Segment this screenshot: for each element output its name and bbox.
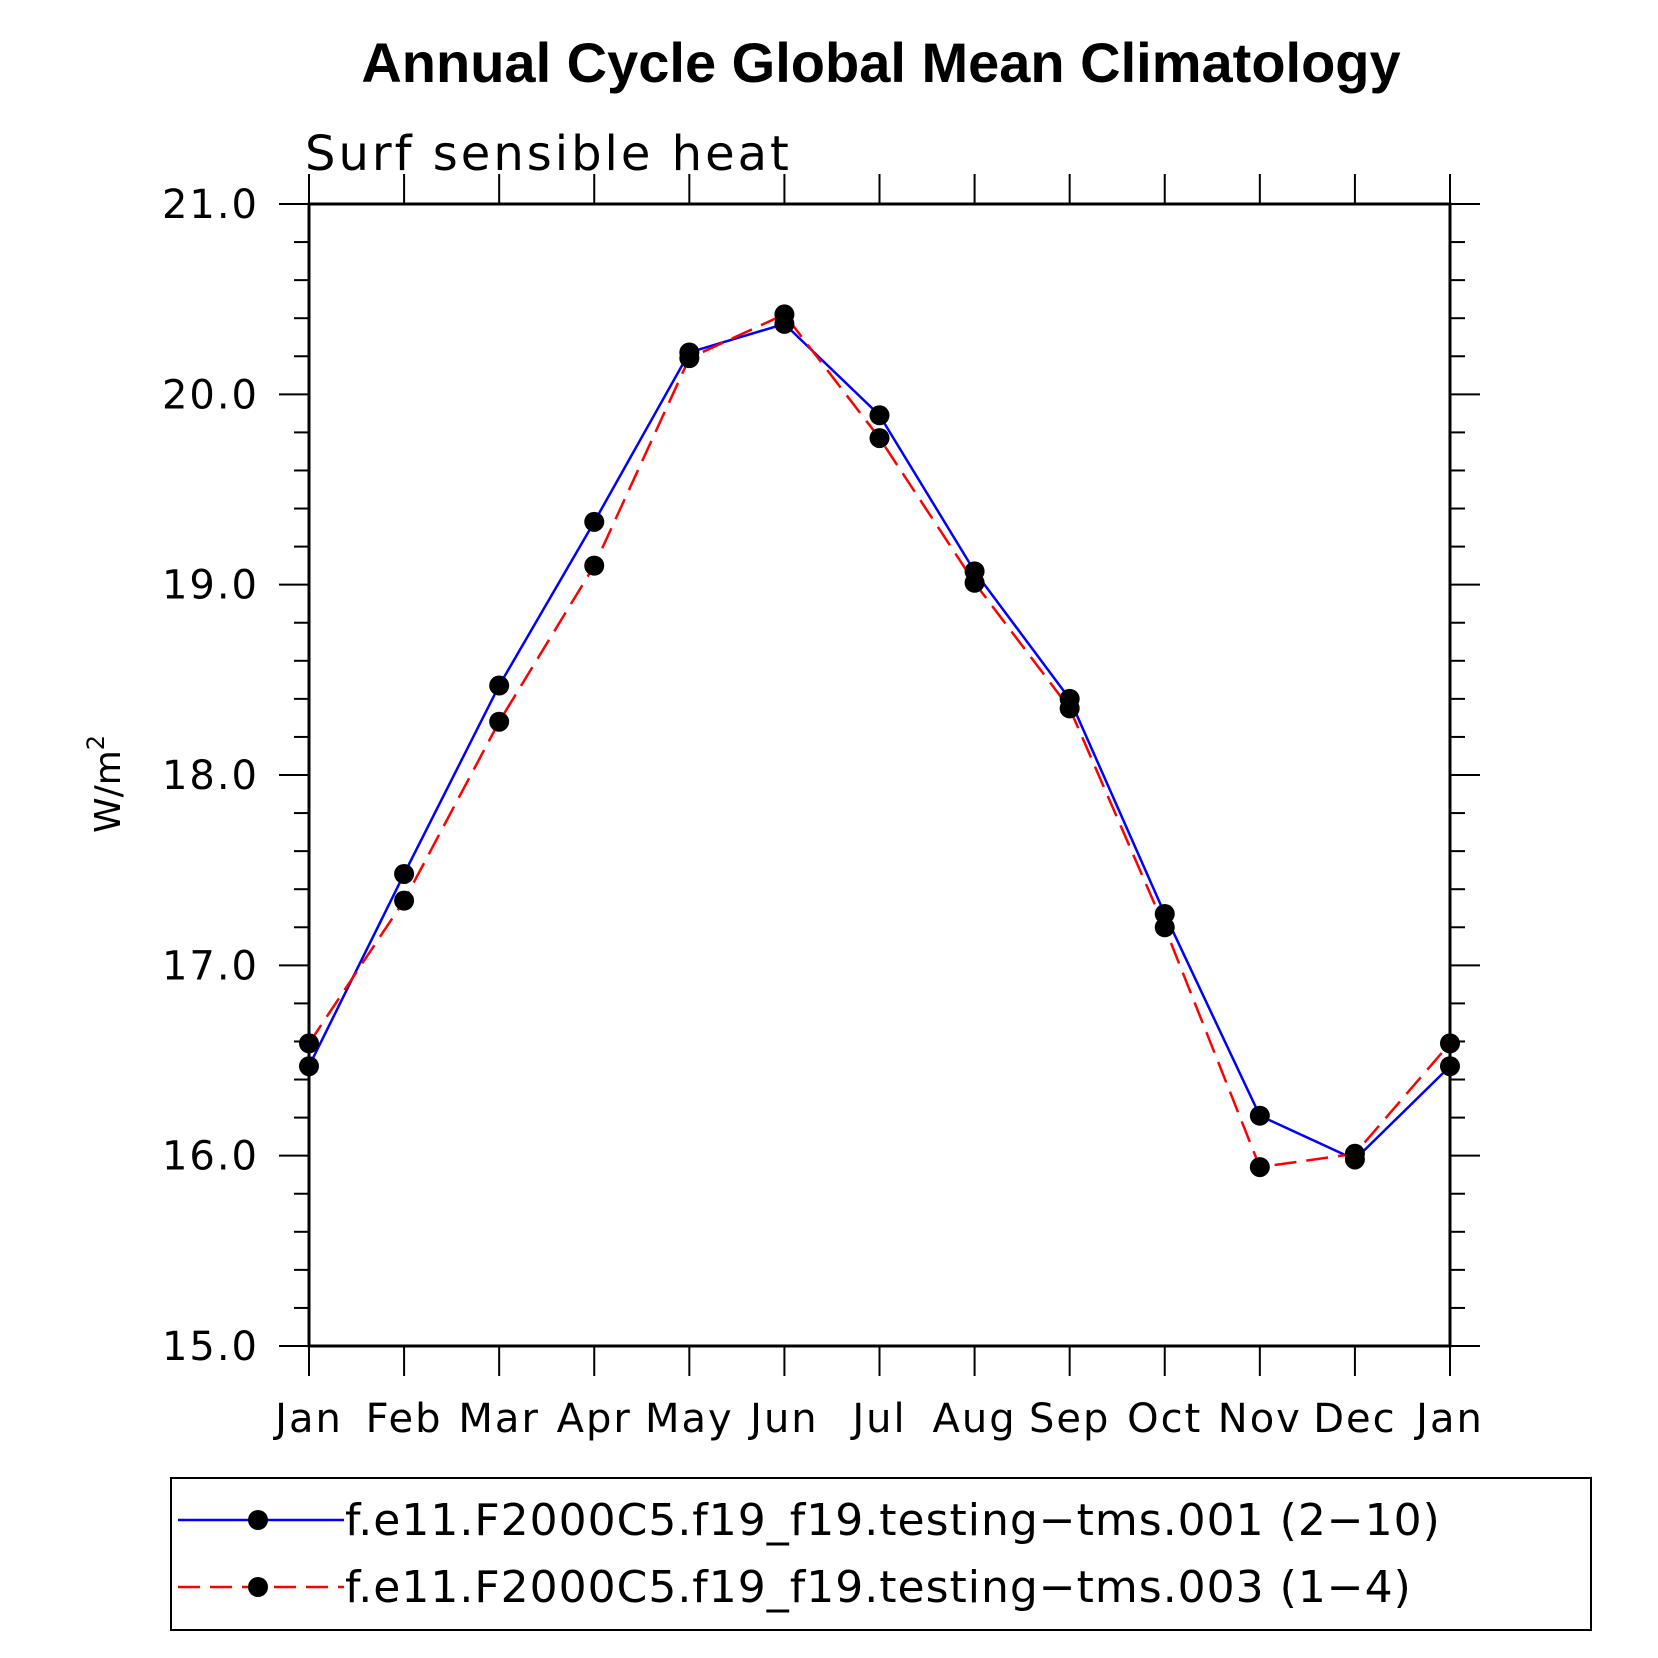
- x-tick-label: Oct: [1127, 1396, 1202, 1442]
- x-tick-label: Nov: [1218, 1396, 1302, 1442]
- series-1-point: [1249, 1105, 1270, 1126]
- series-2-point: [1154, 917, 1175, 938]
- legend-label-2: f.e11.F2000C5.f19_f19.testing−tms.003 (1…: [345, 1562, 1412, 1613]
- series-line-1: [307, 322, 1451, 1161]
- legend: f.e11.F2000C5.f19_f19.testing−tms.001 (2…: [178, 1495, 1441, 1613]
- x-tick-label: Aug: [933, 1396, 1017, 1442]
- series-1-point: [489, 675, 510, 696]
- legend-marker-1: [248, 1510, 268, 1530]
- x-tick-label: Mar: [458, 1396, 539, 1442]
- y-tick-label: 20.0: [162, 372, 259, 418]
- chart-title: Annual Cycle Global Mean Climatology: [361, 31, 1400, 94]
- y-tick-label: 17.0: [162, 943, 259, 989]
- legend-label-1: f.e11.F2000C5.f19_f19.testing−tms.001 (2…: [345, 1495, 1441, 1546]
- y-tick-label: 18.0: [162, 753, 259, 799]
- x-tick-label: Jun: [747, 1396, 819, 1442]
- series-2-point: [1440, 1033, 1460, 1054]
- legend-box: [170, 1477, 1592, 1631]
- series-2-point: [584, 555, 605, 576]
- legend-marker-2: [248, 1577, 268, 1597]
- series-2-point: [1059, 698, 1080, 719]
- axes: 15.0 16.0 17.0 18.0 19.0 20.0 21.0 Jan Feb Mar Apr…: [162, 174, 1484, 1442]
- series-1-point: [299, 1056, 319, 1077]
- x-tick-label: May: [645, 1396, 734, 1442]
- series-2-point: [394, 890, 415, 911]
- series-2-point: [869, 428, 890, 449]
- y-tick-label: 15.0: [162, 1324, 259, 1370]
- x-tick-label: Feb: [366, 1396, 443, 1442]
- x-tick-label: Jan: [1413, 1396, 1484, 1442]
- y-tick-label: 19.0: [162, 563, 259, 609]
- chart-subtitle: Surf sensible heat: [305, 126, 792, 182]
- series-1-point: [869, 405, 890, 426]
- series-1-point: [1440, 1056, 1460, 1077]
- series-2-point: [679, 348, 700, 369]
- y-axis-label: W/m2: [82, 735, 129, 833]
- plot-frame: [307, 202, 1452, 1348]
- y-tick-label: 16.0: [162, 1134, 259, 1180]
- series-2-point: [964, 572, 985, 593]
- x-tick-label: Apr: [557, 1396, 632, 1442]
- series-1-point: [584, 511, 605, 532]
- series-layer: [299, 304, 1460, 1178]
- x-tick-label: Dec: [1313, 1396, 1396, 1442]
- x-tick-label: Sep: [1029, 1396, 1110, 1442]
- x-tick-label: Jan: [272, 1396, 343, 1442]
- series-2-point: [489, 711, 510, 732]
- x-tick-label: Jul: [849, 1396, 906, 1442]
- series-2-point: [1344, 1143, 1365, 1164]
- series-2-point: [1249, 1157, 1270, 1178]
- y-tick-label: 21.0: [162, 182, 259, 228]
- series-2-point: [774, 304, 795, 325]
- series-2-point: [299, 1033, 319, 1054]
- series-1-point: [394, 863, 415, 884]
